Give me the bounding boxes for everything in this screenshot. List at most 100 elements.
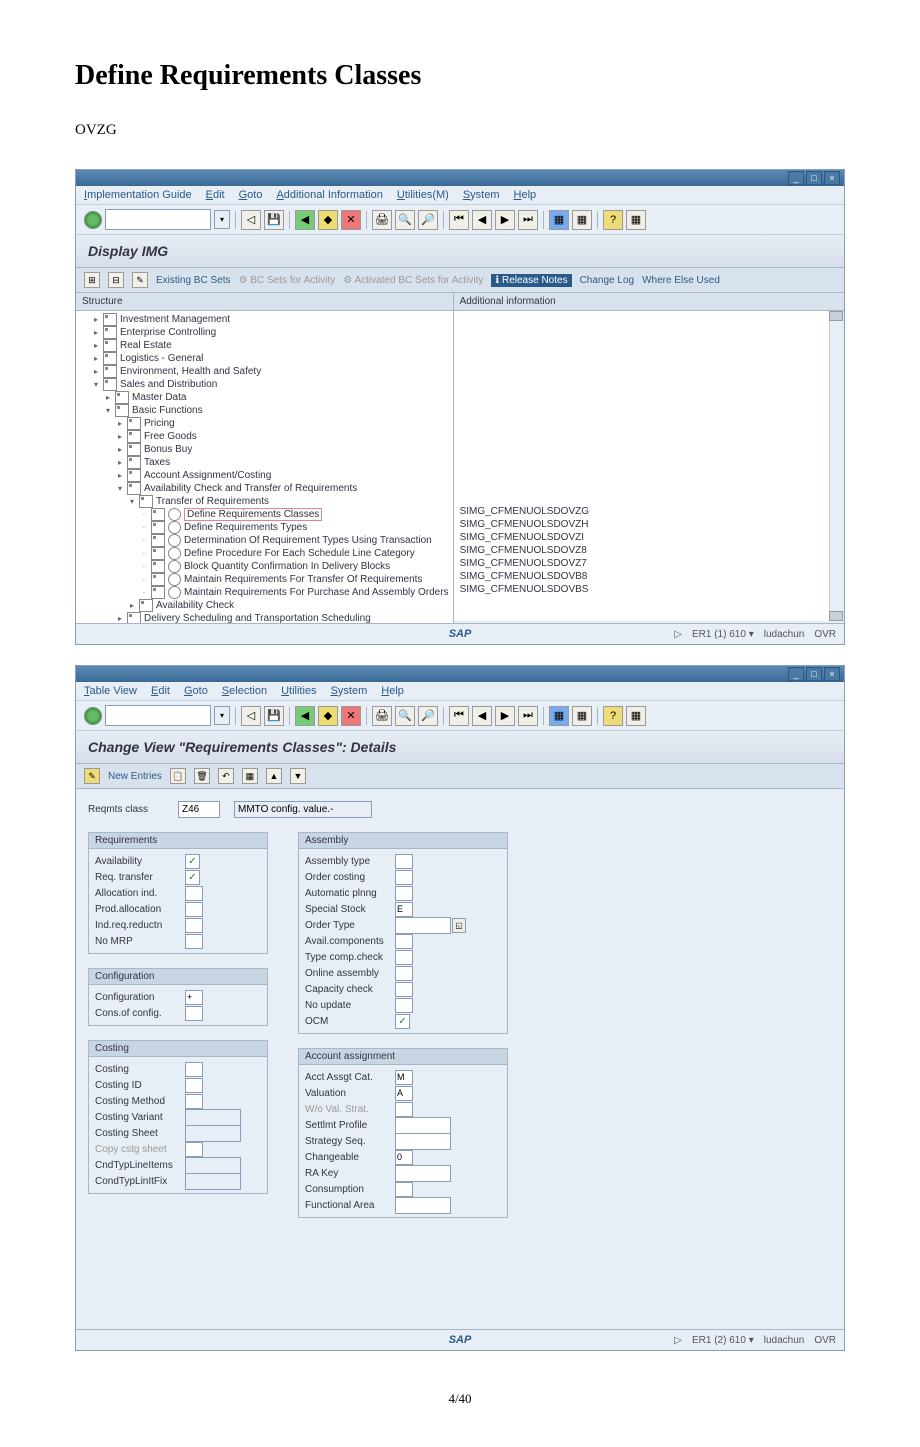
menu-utilities[interactable]: Utilities xyxy=(281,685,316,697)
select-icon[interactable]: ▦ xyxy=(242,768,258,784)
status-system[interactable]: ER1 (2) 610 ▾ xyxy=(692,1335,754,1346)
tree-item[interactable]: ▸Investment Management xyxy=(76,313,453,326)
field-input[interactable] xyxy=(185,934,203,949)
findnext-icon[interactable]: 🔎 xyxy=(418,210,438,230)
next-entry-icon[interactable]: ▼ xyxy=(290,768,306,784)
status-arrow[interactable]: ▷ xyxy=(674,1335,682,1346)
last-icon[interactable]: ⏭ xyxy=(518,210,538,230)
enter-icon[interactable]: ◀ xyxy=(295,210,315,230)
field-input[interactable] xyxy=(395,1197,451,1214)
next-icon[interactable]: ▶ xyxy=(495,210,515,230)
field-input[interactable] xyxy=(395,966,413,981)
field-input[interactable] xyxy=(395,1182,413,1197)
shortcut-icon[interactable]: ▦ xyxy=(572,210,592,230)
tree-item[interactable]: ▸Account Assignment/Costing xyxy=(76,469,453,482)
tree-item[interactable]: ▸Enterprise Controlling xyxy=(76,326,453,339)
tree-item[interactable]: ▸Taxes xyxy=(76,456,453,469)
collapse-icon[interactable]: ⊟ xyxy=(108,272,124,288)
tree-item[interactable]: ▸Environment, Health and Safety xyxy=(76,365,453,378)
field-input[interactable] xyxy=(185,902,203,917)
field-input[interactable] xyxy=(395,1165,451,1182)
menu-implementation-guide[interactable]: Implementation Guide xyxy=(84,189,192,201)
checkbox[interactable]: ✓ xyxy=(185,854,200,869)
field-input[interactable] xyxy=(185,1006,203,1021)
tree-item[interactable]: ·Define Requirements Types xyxy=(76,521,453,534)
field-input[interactable] xyxy=(395,1102,413,1117)
findnext-icon[interactable]: 🔎 xyxy=(418,706,438,726)
command-dropdown[interactable]: ▾ xyxy=(214,706,230,725)
find-icon[interactable]: 🔍 xyxy=(395,706,415,726)
undo-icon[interactable]: ↶ xyxy=(218,768,234,784)
back-icon[interactable]: ◁ xyxy=(241,706,261,726)
tree-item[interactable]: ▸Master Data xyxy=(76,391,453,404)
cancel-icon[interactable]: ✕ xyxy=(341,706,361,726)
tree-item[interactable]: ·Determination Of Requirement Types Usin… xyxy=(76,534,453,547)
field-input[interactable] xyxy=(395,1150,413,1165)
tree-item[interactable]: ·Define Procedure For Each Schedule Line… xyxy=(76,547,453,560)
tree-item[interactable]: ▾Transfer of Requirements xyxy=(76,495,453,508)
tree-item[interactable]: ·Define Requirements Classes xyxy=(76,508,453,521)
tree-item[interactable]: ▸Free Goods xyxy=(76,430,453,443)
field-input[interactable] xyxy=(395,934,413,949)
menu-system[interactable]: System xyxy=(463,189,500,201)
back-icon[interactable]: ◁ xyxy=(241,210,261,230)
tree-item[interactable]: ·Maintain Requirements For Transfer Of R… xyxy=(76,573,453,586)
prev-icon[interactable]: ◀ xyxy=(472,210,492,230)
save-icon[interactable]: 💾 xyxy=(264,210,284,230)
menu-help[interactable]: Help xyxy=(381,685,404,697)
checkbox[interactable]: ✓ xyxy=(395,1014,410,1029)
ok-icon[interactable] xyxy=(84,211,102,229)
first-icon[interactable]: ⏮ xyxy=(449,706,469,726)
img-tree[interactable]: ▸Investment Management▸Enterprise Contro… xyxy=(76,311,453,625)
existing-bcsets[interactable]: Existing BC Sets xyxy=(156,275,230,286)
field-input[interactable] xyxy=(395,982,413,997)
field-input[interactable] xyxy=(185,990,203,1005)
find-icon[interactable]: 🔍 xyxy=(395,210,415,230)
menu-additional-information[interactable]: Additional Information xyxy=(276,189,382,201)
tree-item[interactable]: ▾Sales and Distribution xyxy=(76,378,453,391)
copy-icon[interactable]: 📋 xyxy=(170,768,186,784)
tree-item[interactable]: ·Maintain Requirements For Purchase And … xyxy=(76,586,453,599)
first-icon[interactable]: ⏮ xyxy=(449,210,469,230)
cancel-icon[interactable]: ✕ xyxy=(341,210,361,230)
tree-item[interactable]: ▸Real Estate xyxy=(76,339,453,352)
print-icon[interactable]: 🖨 xyxy=(372,706,392,726)
help-icon[interactable]: ? xyxy=(603,210,623,230)
menu-help[interactable]: Help xyxy=(514,189,537,201)
reqclass-input[interactable] xyxy=(178,801,220,818)
command-dropdown[interactable]: ▾ xyxy=(214,210,230,229)
f4-help-icon[interactable]: ◱ xyxy=(452,918,466,933)
field-input[interactable] xyxy=(395,998,413,1013)
ok-icon[interactable] xyxy=(84,707,102,725)
status-system[interactable]: ER1 (1) 610 ▾ xyxy=(692,629,754,640)
tree-item[interactable]: ▸Pricing xyxy=(76,417,453,430)
maximize-button[interactable]: □ xyxy=(806,171,822,185)
field-input[interactable] xyxy=(185,918,203,933)
maximize-button[interactable]: □ xyxy=(806,667,822,681)
help-icon[interactable]: ? xyxy=(603,706,623,726)
exit-icon[interactable]: ◆ xyxy=(318,210,338,230)
field-input[interactable] xyxy=(395,902,413,917)
tree-item[interactable]: ▾Basic Functions xyxy=(76,404,453,417)
last-icon[interactable]: ⏭ xyxy=(518,706,538,726)
menu-table-view[interactable]: Table View xyxy=(84,685,137,697)
menu-edit[interactable]: Edit xyxy=(151,685,170,697)
tree-item[interactable]: ▸Availability Check xyxy=(76,599,453,612)
field-input[interactable] xyxy=(395,1117,451,1134)
field-input[interactable] xyxy=(395,950,413,965)
field-input[interactable] xyxy=(395,1133,451,1150)
exit-icon[interactable]: ◆ xyxy=(318,706,338,726)
field-input[interactable] xyxy=(395,886,413,901)
prev-icon[interactable]: ◀ xyxy=(472,706,492,726)
session-icon[interactable]: ▦ xyxy=(549,210,569,230)
menu-system[interactable]: System xyxy=(331,685,368,697)
field-input[interactable] xyxy=(395,870,413,885)
field-input[interactable] xyxy=(395,917,451,934)
print-icon[interactable]: 🖨 xyxy=(372,210,392,230)
notes-icon[interactable]: ✎ xyxy=(132,272,148,288)
layout-icon[interactable]: ▦ xyxy=(626,210,646,230)
save-icon[interactable]: 💾 xyxy=(264,706,284,726)
minimize-button[interactable]: _ xyxy=(788,667,804,681)
field-input[interactable] xyxy=(395,854,413,869)
enter-icon[interactable]: ◀ xyxy=(295,706,315,726)
